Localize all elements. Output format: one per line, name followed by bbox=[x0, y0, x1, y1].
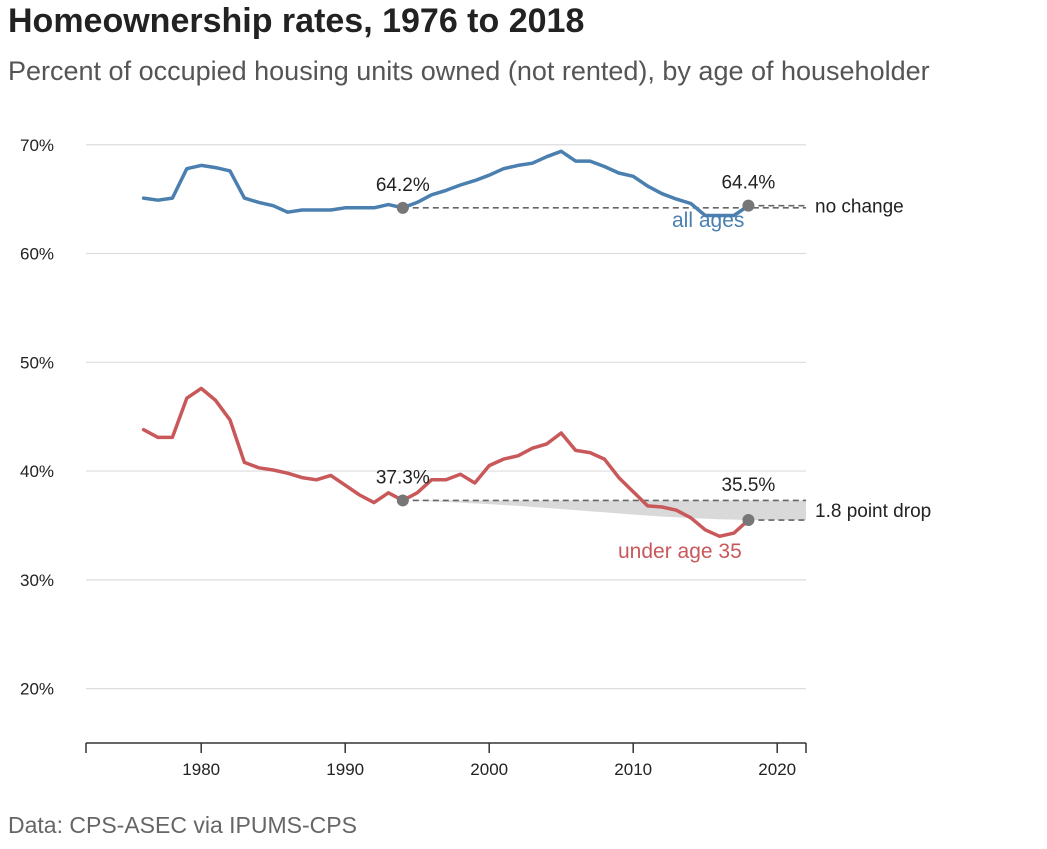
chart-subtitle: Percent of occupied housing units owned … bbox=[8, 56, 930, 86]
data-label: 37.3% bbox=[376, 467, 430, 488]
y-tick-label: 60% bbox=[20, 245, 54, 264]
series-line-under-35 bbox=[141, 386, 751, 539]
x-tick-label: 1980 bbox=[182, 760, 220, 779]
data-point-marker bbox=[396, 494, 409, 507]
x-tick-label: 1990 bbox=[326, 760, 364, 779]
data-label: 64.4% bbox=[721, 173, 775, 194]
data-label: 64.2% bbox=[376, 175, 430, 196]
chart-title: Homeownership rates, 1976 to 2018 bbox=[8, 2, 585, 40]
y-tick-label: 50% bbox=[20, 353, 54, 372]
data-label: 35.5% bbox=[721, 475, 775, 496]
y-tick-label: 40% bbox=[20, 462, 54, 481]
y-tick-label: 20% bbox=[20, 680, 54, 699]
data-source: Data: CPS-ASEC via IPUMS-CPS bbox=[8, 812, 357, 838]
series-label-all-ages: all ages bbox=[672, 209, 744, 232]
change-gap-area bbox=[402, 500, 806, 521]
x-tick-label: 2020 bbox=[758, 760, 796, 779]
y-tick-label: 70% bbox=[20, 136, 54, 155]
series-line-all-ages bbox=[141, 149, 751, 218]
y-tick-label: 30% bbox=[20, 571, 54, 590]
x-tick-label: 2010 bbox=[614, 760, 652, 779]
change-annotation: no change bbox=[815, 197, 904, 218]
x-tick-label: 2000 bbox=[470, 760, 508, 779]
data-point-marker bbox=[396, 201, 409, 214]
change-annotation: 1.8 point drop bbox=[815, 501, 931, 522]
data-point-marker bbox=[742, 514, 755, 527]
data-point-marker bbox=[742, 199, 755, 212]
series-label-under-35: under age 35 bbox=[618, 540, 742, 563]
